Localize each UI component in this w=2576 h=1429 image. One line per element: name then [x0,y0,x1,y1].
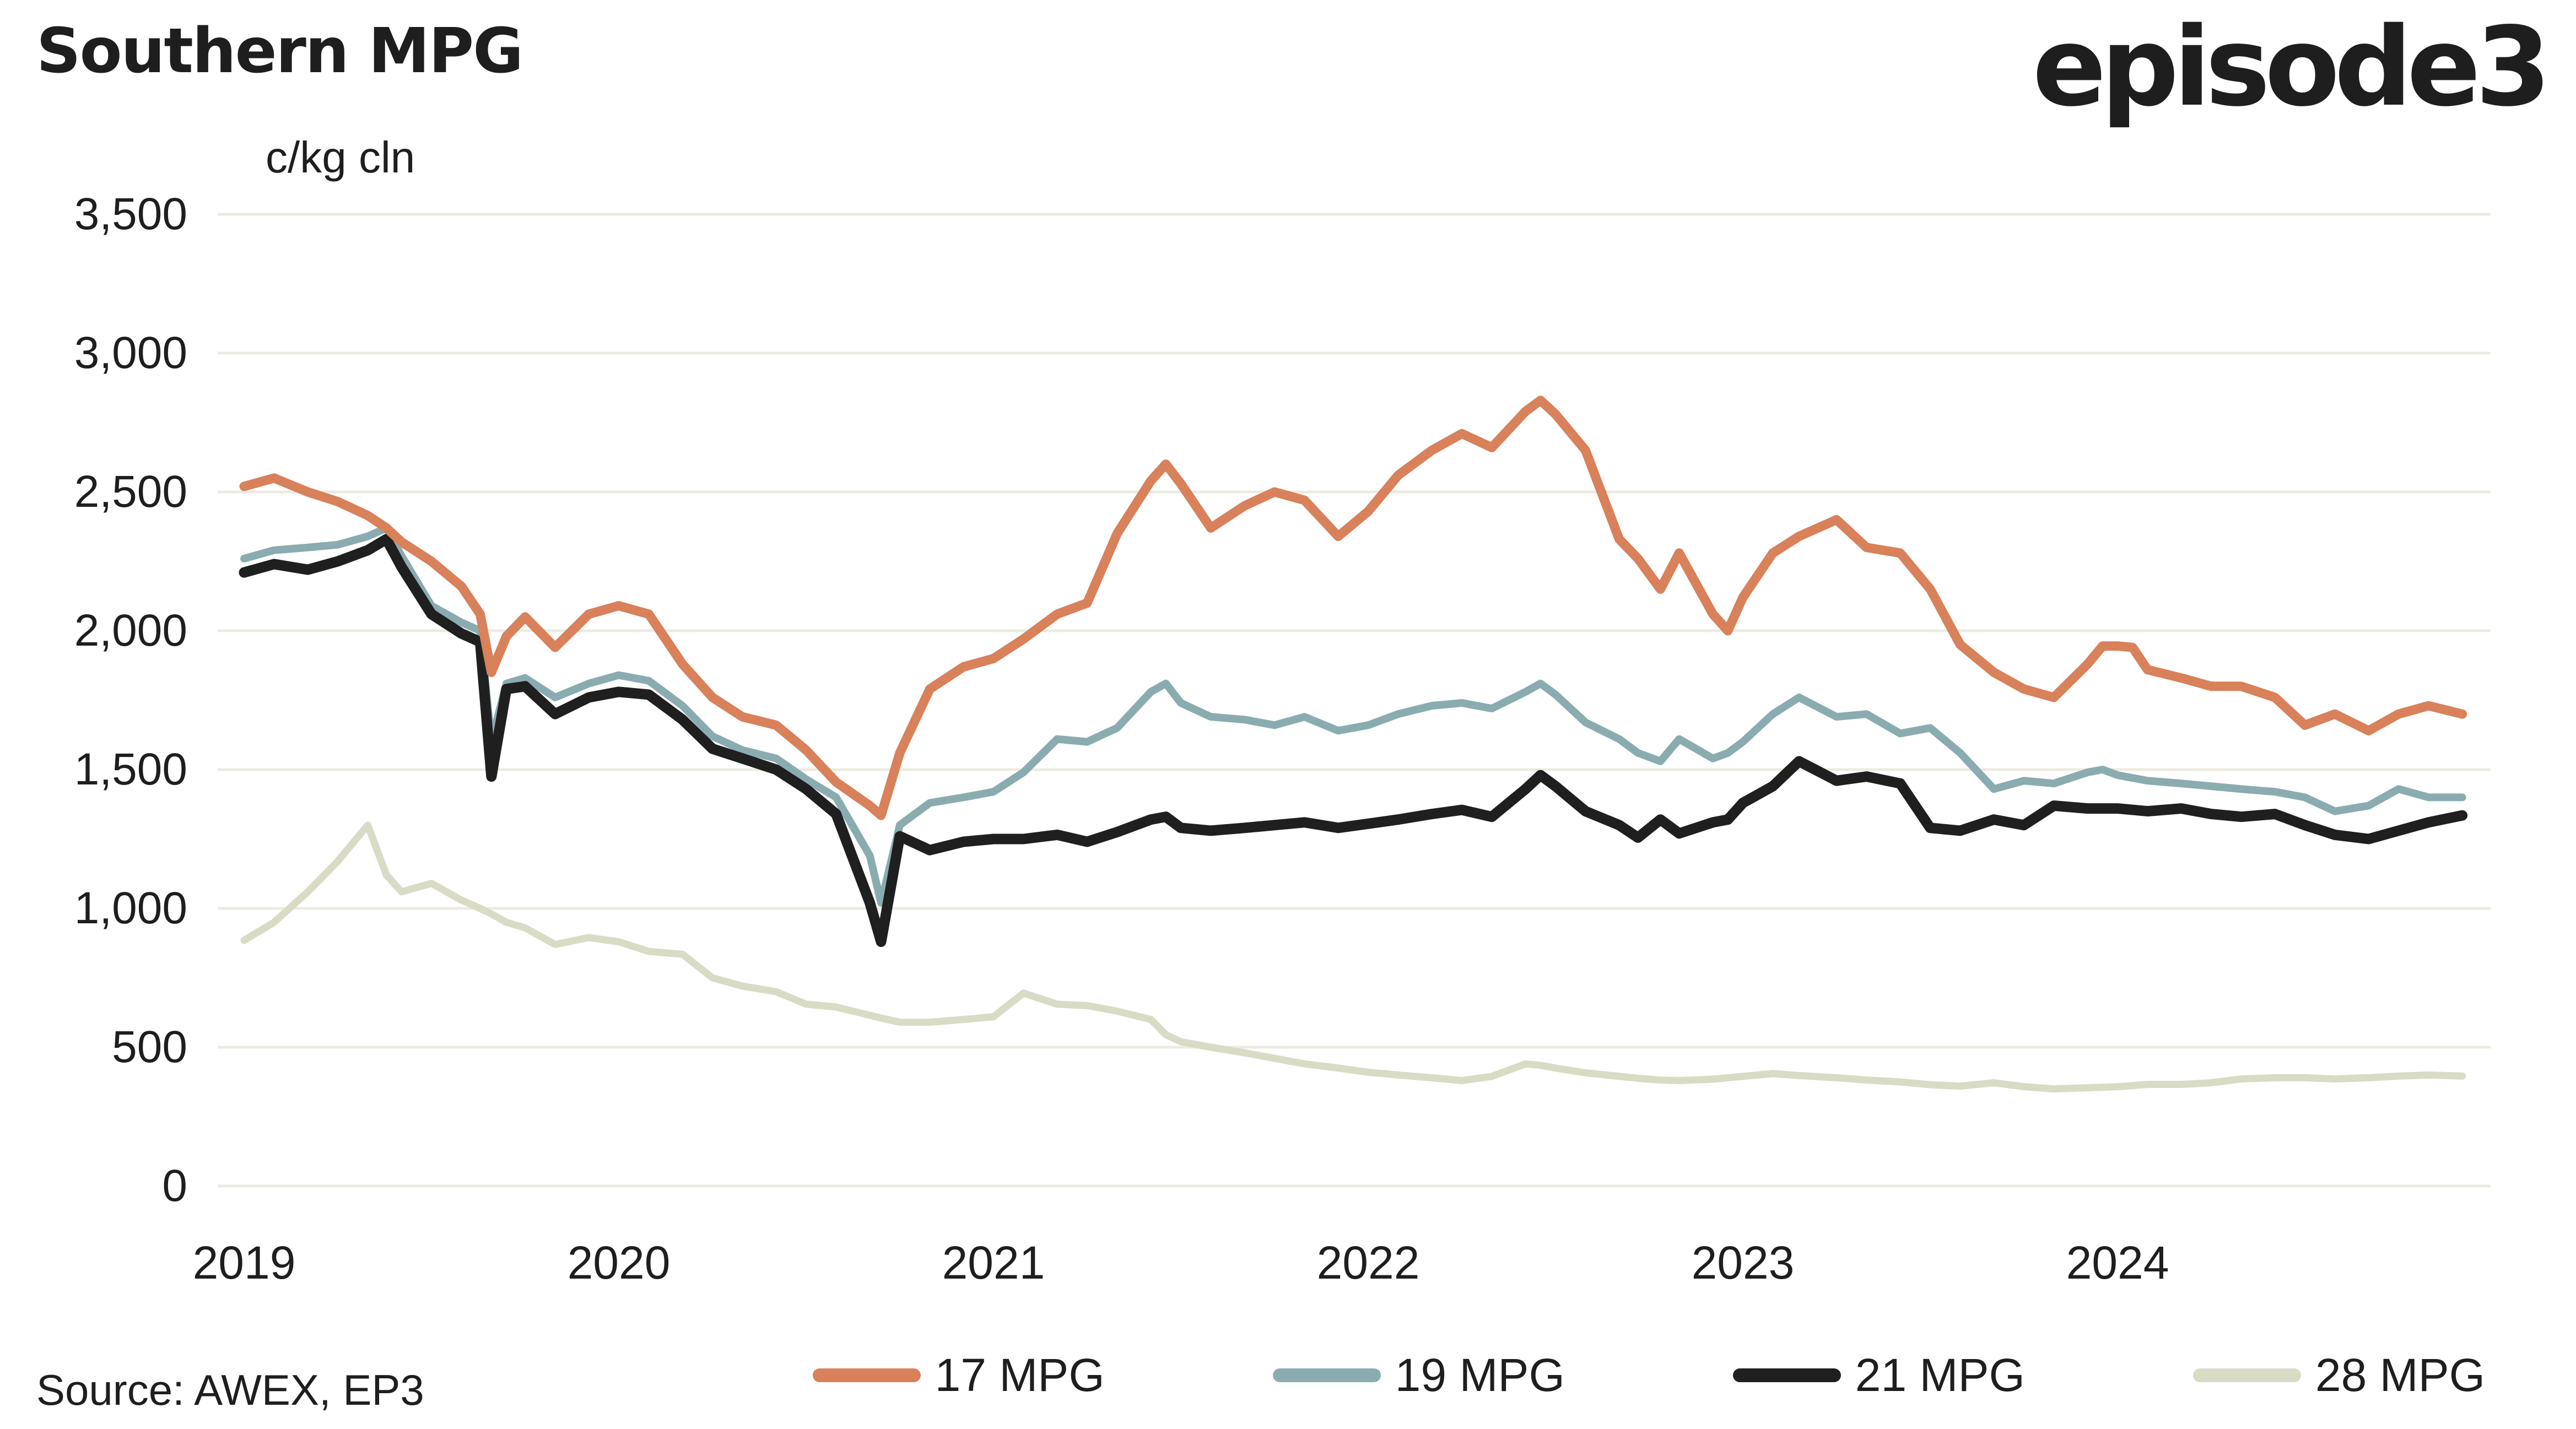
x-tick-label-2024: 2024 [2066,1237,2169,1289]
y-tick-label-1500: 1,500 [74,744,187,794]
x-tick-label-2019: 2019 [192,1237,296,1289]
chart-legend: 17 MPG 19 MPG 21 MPG 28 MPG [812,1349,2485,1402]
legend-swatch-icon [1272,1368,1381,1382]
y-tick-label-1000: 1,000 [74,883,187,933]
legend-label: 21 MPG [1855,1349,2025,1401]
x-tick-label-2020: 2020 [567,1237,671,1289]
series-line-21-mpg [239,534,2468,947]
gridlines [218,213,2491,1188]
series-line-17-mpg [239,396,2467,820]
episode3-logo: episode3 [2032,3,2551,131]
x-tick-label-2023: 2023 [1691,1237,1795,1289]
y-tick-label-3000: 3,000 [74,328,187,378]
y-tick-label-0: 0 [162,1161,187,1211]
legend-swatch-icon [812,1368,921,1382]
y-tick-label-500: 500 [112,1022,187,1072]
legend-swatch-icon [1732,1368,1841,1382]
legend-item-28-mpg: 28 MPG [2192,1349,2485,1402]
x-tick-label-2021: 2021 [942,1237,1045,1289]
y-axis-unit-label: c/kg cln [266,133,415,182]
legend-label: 28 MPG [2315,1349,2485,1401]
y-tick-label-2500: 2,500 [74,467,187,517]
legend-swatch-icon [2192,1368,2301,1382]
legend-item-19-mpg: 19 MPG [1272,1349,1565,1402]
legend-item-17-mpg: 17 MPG [812,1349,1105,1402]
y-tick-label-3500: 3,500 [74,189,187,239]
legend-item-21-mpg: 21 MPG [1732,1349,2025,1402]
x-tick-label-2022: 2022 [1316,1237,1420,1289]
source-note: Source: AWEX, EP3 [36,1366,424,1414]
series-lines [239,396,2468,1093]
page-title: Southern MPG [36,15,523,87]
series-line-28-mpg [240,821,2466,1093]
series-line-19-mpg [240,524,2466,907]
y-tick-label-2000: 2,000 [74,605,187,656]
legend-label: 17 MPG [935,1349,1105,1401]
legend-label: 19 MPG [1395,1349,1565,1401]
